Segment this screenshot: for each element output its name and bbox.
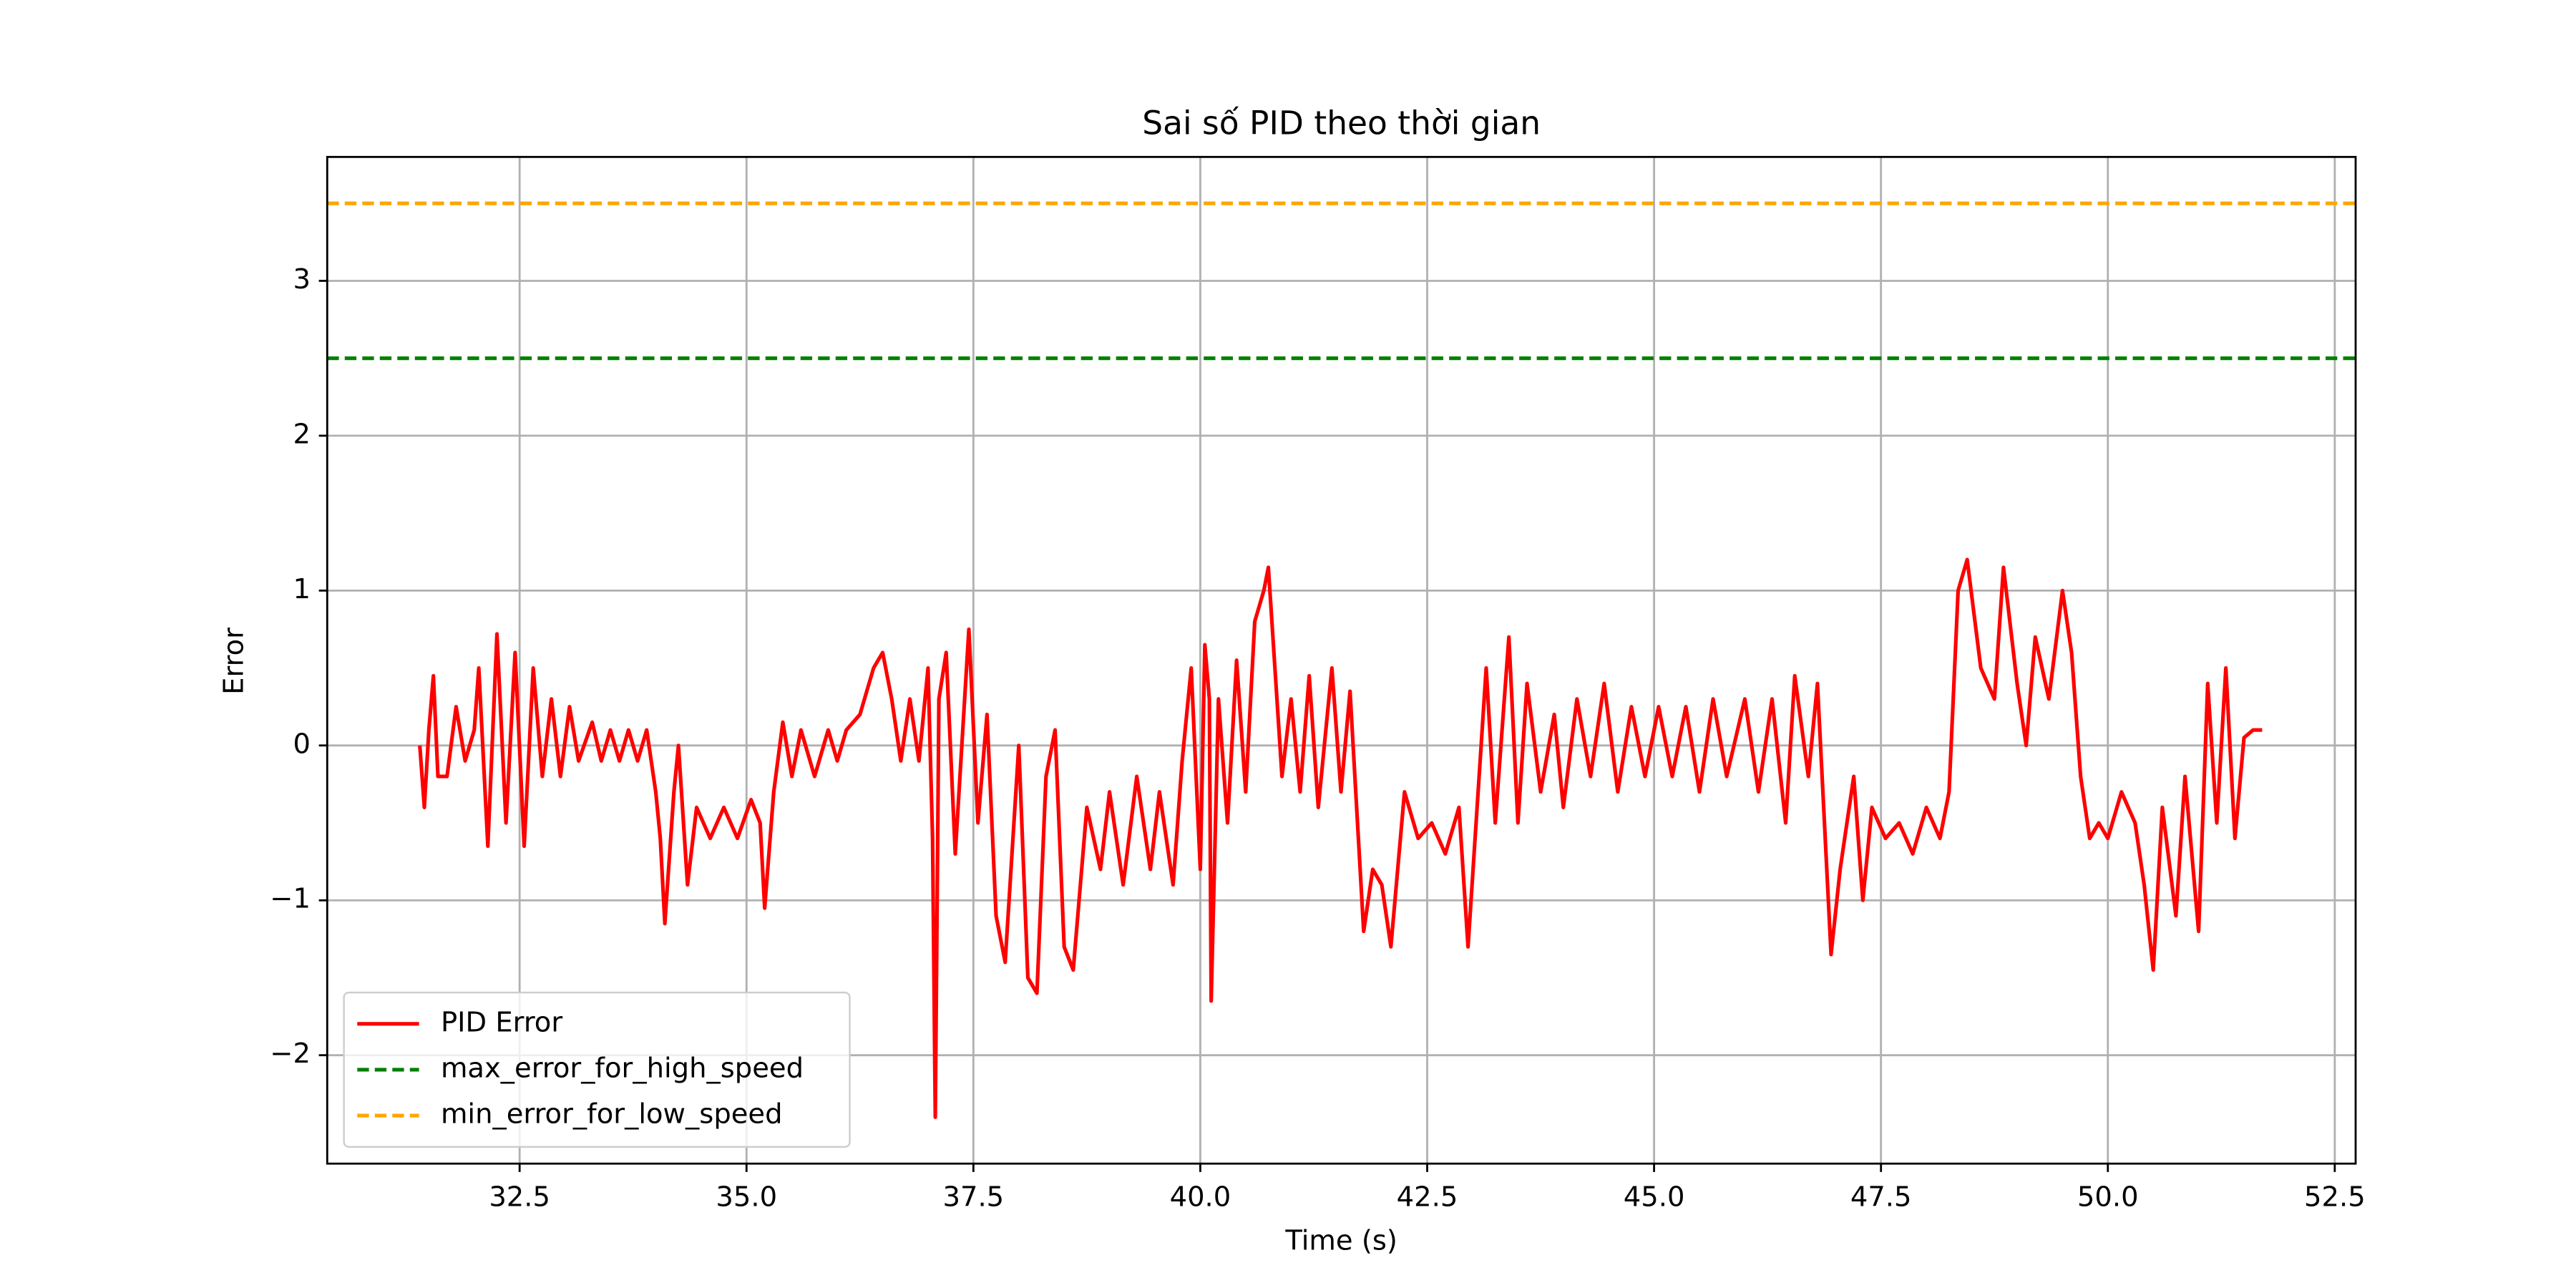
chart-title: Sai số PID theo thời gian xyxy=(1142,104,1541,142)
x-tick-label: 32.5 xyxy=(489,1181,550,1214)
plot-frame xyxy=(326,155,2357,1165)
x-tick-label: 45.0 xyxy=(1624,1181,1685,1214)
y-tick-label: 3 xyxy=(293,263,311,296)
series-line xyxy=(418,557,2263,1119)
y-tick-label: 1 xyxy=(293,573,311,605)
x-tick-label: 47.5 xyxy=(1850,1181,1912,1214)
x-tick-label: 37.5 xyxy=(942,1181,1004,1214)
x-tick-label: 40.0 xyxy=(1170,1181,1231,1214)
legend-box xyxy=(343,991,851,1148)
legend-label: PID Error xyxy=(441,1006,562,1038)
x-tick-label: 50.0 xyxy=(2077,1181,2139,1214)
y-tick-label: −1 xyxy=(270,883,311,915)
legend: PID Error max_error_for_high_speed min_err… xyxy=(343,991,851,1148)
x-tick-label: 35.0 xyxy=(716,1181,777,1214)
legend-label: min_error_for_low_speed xyxy=(441,1098,783,1131)
y-axis-label: Error xyxy=(218,628,250,695)
y-tick-label: 2 xyxy=(293,418,311,450)
x-axis-label: Time (s) xyxy=(1284,1224,1397,1257)
x-tick-label: 42.5 xyxy=(1397,1181,1458,1214)
legend-label: max_error_for_high_speed xyxy=(441,1052,804,1084)
y-tick-label: 0 xyxy=(293,728,311,760)
y-tick-label: −2 xyxy=(270,1038,311,1070)
x-tick-label: 52.5 xyxy=(2304,1181,2366,1214)
